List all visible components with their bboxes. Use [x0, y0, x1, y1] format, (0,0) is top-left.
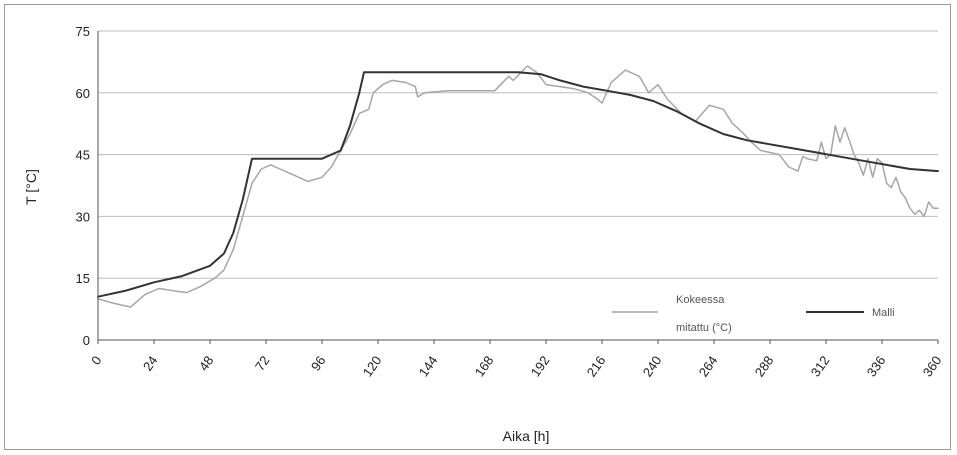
x-tick-label: 264 [696, 353, 721, 379]
x-tick-label: 288 [752, 353, 777, 379]
x-tick-label: 96 [308, 353, 329, 373]
x-tick-label: 24 [140, 353, 161, 373]
axes [97, 31, 938, 341]
y-axis-title: T [°C] [23, 169, 39, 205]
y-tick-label: 75 [76, 24, 90, 39]
legend-label-measured: Kokeessa mitattu (°C) [676, 294, 732, 334]
legend-label-model: Malli [872, 307, 895, 319]
grid-lines [98, 30, 938, 279]
series-line-model [97, 71, 939, 298]
x-tick-label: 336 [864, 353, 889, 379]
y-tick-label: 0 [83, 333, 90, 348]
x-tick-label: 48 [196, 353, 217, 373]
x-tick-label: 240 [640, 353, 665, 379]
x-tick-label: 120 [360, 353, 385, 379]
x-tick-label: 192 [528, 353, 553, 379]
y-tick-label: 45 [76, 148, 90, 163]
x-tick-label: 312 [808, 353, 833, 379]
x-axis-title: Aika [h] [503, 428, 550, 444]
x-tick-label: 144 [416, 353, 441, 379]
y-tick-label: 15 [76, 271, 90, 286]
x-tick-label: 216 [584, 353, 609, 379]
series-layer [97, 65, 939, 308]
y-tick-label: 30 [76, 209, 90, 224]
y-tick-label: 60 [76, 86, 90, 101]
series-line-measured [97, 65, 939, 308]
x-tick-label: 168 [472, 353, 497, 379]
chart-frame [4, 4, 951, 450]
x-tick-label: 0 [88, 353, 104, 368]
x-tick-label: 360 [920, 353, 945, 379]
x-tick-label: 72 [252, 353, 273, 373]
legend: Kokeessa mitattu (°C) Malli [600, 287, 930, 337]
